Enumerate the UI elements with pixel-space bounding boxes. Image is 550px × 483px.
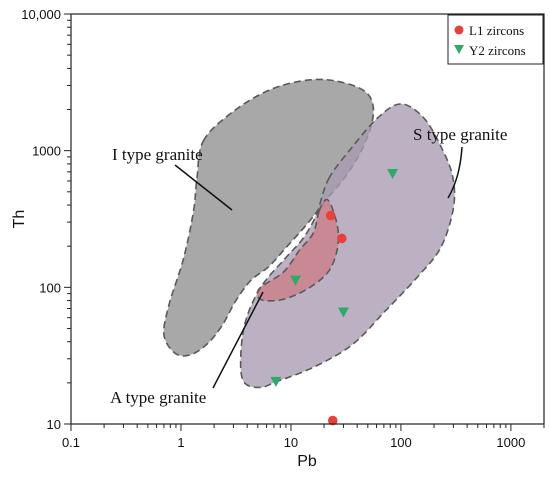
x-tick-label: 10 xyxy=(284,435,298,450)
x-axis-ticks: 0.1 1 10 100 1000 xyxy=(62,424,545,450)
y-axis-ticks: 10 100 1000 10,000 xyxy=(21,7,71,432)
legend-marker-y2 xyxy=(454,45,464,54)
l1-zircons-point-1 xyxy=(325,210,336,221)
fields-layer xyxy=(162,78,456,389)
y2-zircons-point-4 xyxy=(270,376,282,387)
x-tick-label: 1000 xyxy=(496,435,525,450)
x-tick-label: 100 xyxy=(390,435,412,450)
legend-box xyxy=(447,14,544,65)
l1-zircons-point-3 xyxy=(327,415,338,426)
plot-frame xyxy=(70,13,545,425)
leader-s-type-granite xyxy=(447,146,463,199)
legend-label-y2: Y2 zircons xyxy=(469,43,526,58)
y2-zircons-point-1 xyxy=(387,169,399,180)
leader-a-type-granite xyxy=(212,291,264,389)
y-axis-title: Th xyxy=(11,210,28,229)
y-tick-label: 100 xyxy=(39,280,61,295)
leader-i-type-granite xyxy=(174,164,233,211)
x-axis-title: Pb xyxy=(297,453,317,470)
x-tick-label: 1 xyxy=(177,435,184,450)
legend-marker-l1 xyxy=(454,25,464,35)
field-s-type-granite xyxy=(239,103,456,389)
y-tick-label: 10 xyxy=(47,417,61,432)
y-tick-label: 1000 xyxy=(32,144,61,159)
x-tick-label: 0.1 xyxy=(62,435,80,450)
y2-zircons-point-2 xyxy=(289,275,301,286)
field-i-type-granite xyxy=(162,78,375,357)
legend-label-l1: L1 zircons xyxy=(469,23,524,38)
l1-zircons-point-2 xyxy=(336,233,347,244)
annotation-a-type-granite: A type granite xyxy=(110,388,206,407)
annotation-i-type-granite: I type granite xyxy=(112,145,203,164)
y2-zircons-point-3 xyxy=(337,307,349,318)
annotation-s-type-granite: S type granite xyxy=(413,125,507,144)
legend: L1 zircons Y2 zircons xyxy=(447,14,544,65)
y-tick-label: 10,000 xyxy=(21,7,61,22)
connectors-layer xyxy=(174,146,463,389)
points-layer xyxy=(270,169,399,426)
